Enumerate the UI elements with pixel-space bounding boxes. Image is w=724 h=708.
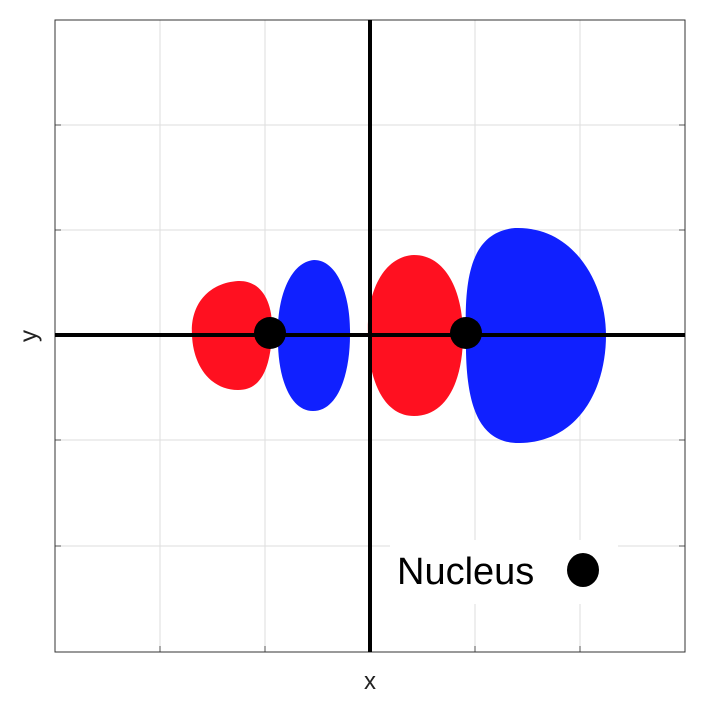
- legend-label: Nucleus: [397, 551, 534, 593]
- ticks: [55, 124, 685, 652]
- nucleus-dot-icon: [567, 553, 599, 587]
- x-axis-title: x: [364, 668, 376, 695]
- nucleus-left: [254, 317, 286, 349]
- nucleus-right: [450, 317, 482, 349]
- y-axis-title: y: [15, 330, 42, 342]
